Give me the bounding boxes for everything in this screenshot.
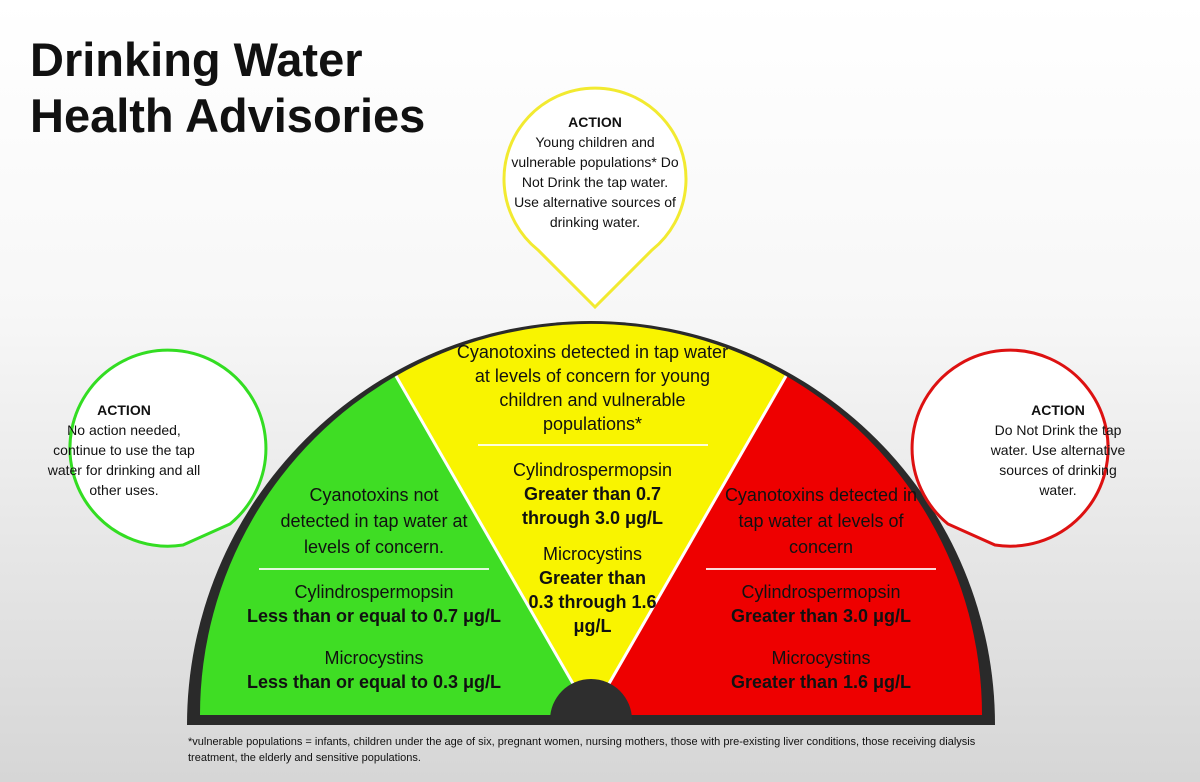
- red-toxin-2: Microcystins: [771, 648, 871, 668]
- green-divider: [259, 568, 489, 570]
- green-toxin-2: Microcystins: [324, 648, 424, 668]
- yellow-toxin-2: Microcystins: [542, 544, 642, 564]
- red-segment: [591, 376, 983, 715]
- yellow-value-1: Greater than 0.7 through 3.0 μg/L: [521, 484, 663, 528]
- title-line-2: Health Advisories: [30, 89, 426, 142]
- left-bubble-text: ACTION No action needed, continue to use…: [43, 400, 205, 500]
- segment-divider-left: [394, 375, 593, 716]
- right-bubble-text: ACTION Do Not Drink the tap water. Use a…: [985, 400, 1131, 500]
- top-bubble-text: ACTION Young children and vulnerable pop…: [510, 112, 680, 232]
- yellow-segment-text: Cyanotoxins detected in tap water at lev…: [440, 340, 745, 638]
- red-heading: Cyanotoxins detected in tap water at lev…: [724, 485, 918, 557]
- title-line-1: Drinking Water: [30, 33, 363, 86]
- page-title: Drinking Water Health Advisories: [30, 32, 425, 144]
- green-segment-text: Cyanotoxins not detected in tap water at…: [215, 482, 533, 694]
- segment-divider-right: [589, 375, 788, 716]
- yellow-segment: [396, 323, 786, 715]
- top-bubble-heading: ACTION: [568, 114, 622, 130]
- yellow-divider: [477, 444, 708, 446]
- red-value-1: Greater than 3.0 μg/L: [730, 606, 912, 626]
- gauge-hub: [550, 679, 632, 720]
- red-value-2: Greater than 1.6 μg/L: [730, 672, 912, 692]
- footnote: *vulnerable populations = infants, child…: [188, 736, 976, 764]
- green-heading: Cyanotoxins not detected in tap water at…: [280, 485, 468, 557]
- green-segment: [199, 376, 591, 715]
- yellow-value-2: Greater than 0.3 through 1.6 μg/L: [528, 568, 657, 636]
- left-bubble-body: No action needed, continue to use the ta…: [47, 422, 201, 498]
- right-bubble-body: Do Not Drink the tap water. Use alternat…: [990, 422, 1126, 498]
- left-bubble-heading: ACTION: [97, 402, 151, 418]
- left-action-bubble: [68, 348, 268, 548]
- yellow-toxin-1: Cylindrospermopsin: [512, 460, 673, 480]
- top-action-bubble: [502, 86, 688, 310]
- green-value-2: Less than or equal to 0.3 μg/L: [246, 672, 502, 692]
- top-bubble-body: Young children and vulnerable population…: [511, 134, 679, 230]
- yellow-heading: Cyanotoxins detected in tap water at lev…: [456, 342, 729, 434]
- red-divider: [706, 568, 936, 570]
- green-value-1: Less than or equal to 0.7 μg/L: [246, 606, 502, 626]
- red-segment-text: Cyanotoxins detected in tap water at lev…: [690, 482, 952, 694]
- right-action-bubble: [910, 348, 1110, 548]
- green-toxin-1: Cylindrospermopsin: [294, 582, 454, 602]
- right-bubble-heading: ACTION: [1031, 402, 1085, 418]
- red-toxin-1: Cylindrospermopsin: [741, 582, 901, 602]
